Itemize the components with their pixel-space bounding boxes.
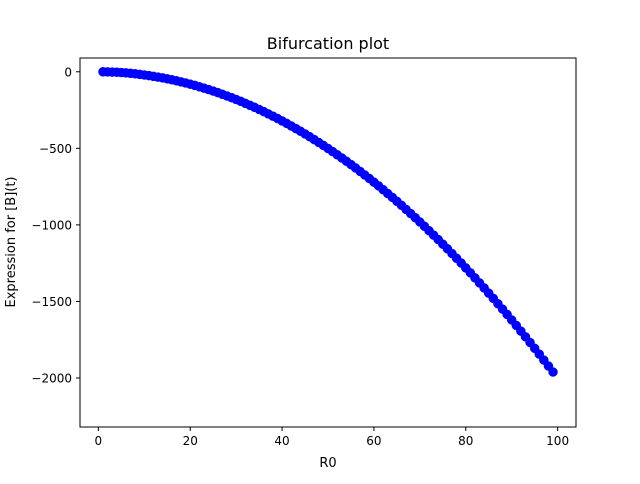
- x-tick-label: 40: [274, 434, 289, 448]
- y-tick-label: −1500: [31, 295, 72, 309]
- x-tick-label: 20: [183, 434, 198, 448]
- data-point: [548, 367, 558, 377]
- x-tick-label: 60: [366, 434, 381, 448]
- x-axis-label: R0: [319, 456, 336, 471]
- y-tick-label: −2000: [31, 372, 72, 386]
- data-points: [98, 67, 558, 377]
- chart-title: Bifurcation plot: [267, 34, 389, 53]
- x-tick-label: 80: [458, 434, 473, 448]
- y-tick-label: 0: [64, 65, 72, 79]
- x-axis-ticks: 0 20 40 60 80 100: [95, 427, 569, 448]
- x-tick-label: 0: [95, 434, 103, 448]
- x-tick-label: 100: [546, 434, 569, 448]
- y-tick-label: −500: [39, 142, 72, 156]
- y-tick-label: −1000: [31, 218, 72, 232]
- y-axis-ticks: 0 −500 −1000 −1500 −2000: [31, 65, 80, 386]
- plot-area-frame: [79, 57, 577, 428]
- y-axis-label: Expression for [B](t): [4, 176, 19, 307]
